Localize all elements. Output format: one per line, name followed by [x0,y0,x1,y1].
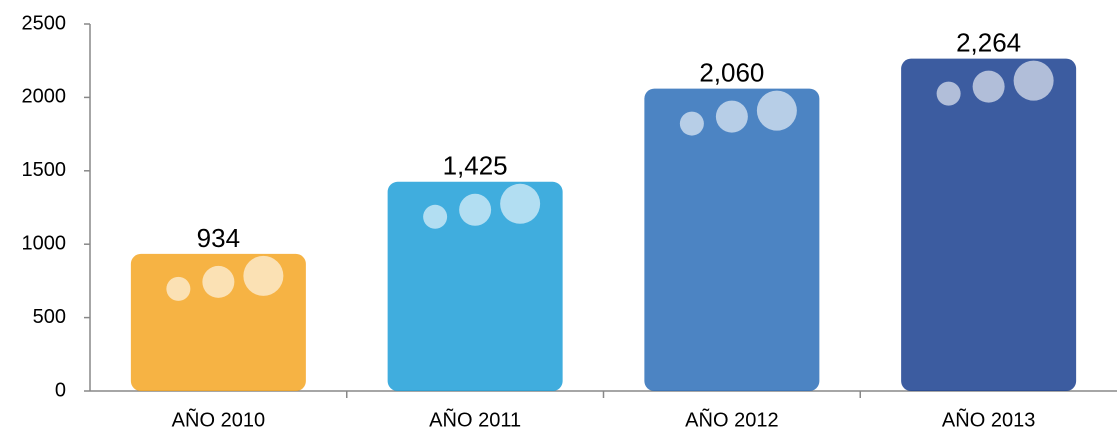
y-tick-label: 2500 [22,12,67,34]
logo-decoration [166,277,190,301]
x-tick-label: AÑO 2010 [172,407,265,431]
y-tick-label: 2000 [22,86,67,108]
y-tick-label: 500 [33,306,66,328]
chart: 0 500 1000 1500 2000 2500 934 AÑO 2010 1,425 AÑO … [0,0,1117,434]
logo-decoration [937,82,961,106]
logo-decoration [1014,61,1054,101]
logo-decoration [202,266,234,298]
x-tick-label: AÑO 2013 [942,407,1035,431]
logo-decoration [680,112,704,136]
logo-decoration [757,91,797,131]
pictograph-bar [644,89,819,391]
page: 0 500 1000 1500 2000 2500 934 AÑO 2010 1,425 AÑO … [0,0,1117,434]
logo-decoration [243,256,283,296]
value-label: 934 [197,223,240,253]
y-tick-label: 1500 [22,159,67,181]
logo-decoration [423,205,447,229]
y-tick-label: 0 [55,379,66,401]
logo-decoration [500,184,540,224]
y-tick-label: 1000 [22,232,67,254]
value-label: 2,060 [699,57,764,87]
logo-decoration [973,71,1005,103]
pictograph-bar [901,59,1076,391]
value-label: 1,425 [443,151,508,181]
x-tick-label: AÑO 2011 [429,407,521,431]
logo-decoration [459,194,491,226]
x-tick-label: AÑO 2012 [685,407,778,431]
logo-decoration [716,101,748,133]
value-label: 2,264 [956,28,1021,58]
